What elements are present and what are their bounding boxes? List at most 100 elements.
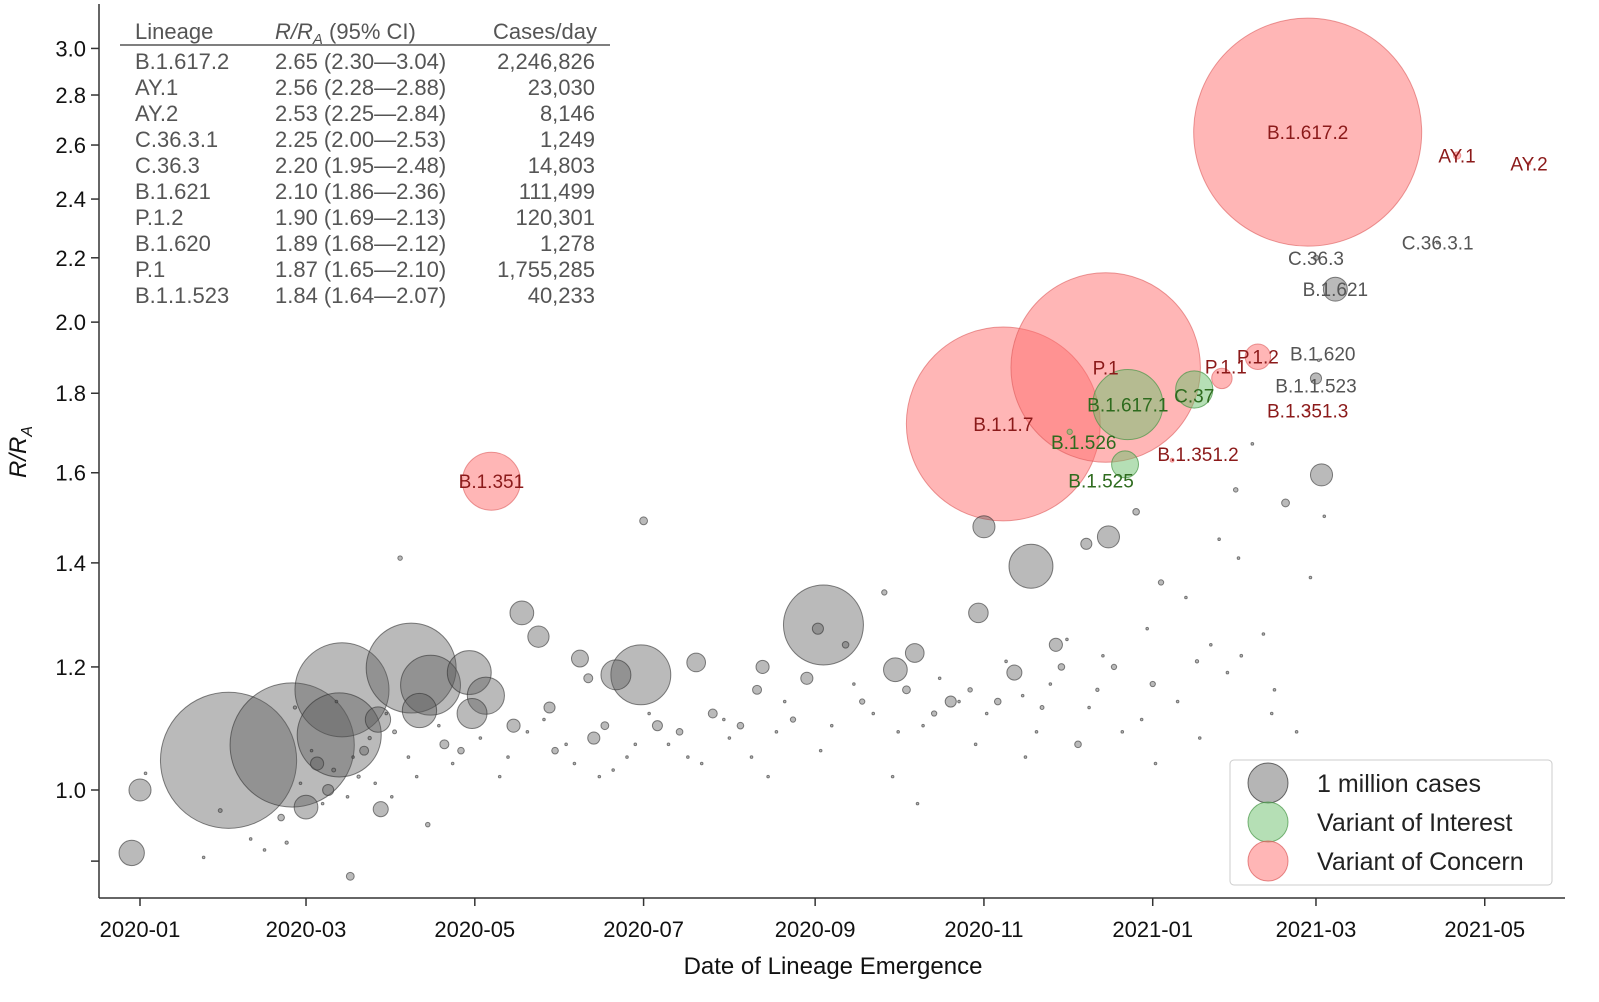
bubble-lineage	[159, 691, 298, 829]
bubble-lineage	[389, 794, 394, 799]
table-cell-r: 1.89 (1.68—2.12)	[275, 231, 446, 256]
bubble-lineage	[359, 745, 370, 756]
bubble-lineage	[755, 659, 770, 675]
bubble-lineage	[248, 837, 253, 841]
bubble-lineage	[229, 682, 355, 808]
bubble-lineage	[967, 687, 973, 693]
bubble-lineage	[883, 657, 908, 683]
table-cell-lineage: B.1.1.523	[135, 283, 229, 308]
bubble-b-1-617-1	[1092, 369, 1164, 441]
bubble-lineage	[686, 755, 690, 759]
table-cell-cases: 40,233	[528, 283, 595, 308]
bubble-lineage	[699, 761, 704, 766]
bubble-lineage	[384, 711, 389, 716]
bubble-lineage	[217, 808, 223, 814]
bubble-lineage	[143, 771, 148, 776]
bubble-lineage	[1322, 514, 1327, 519]
table-cell-cases: 2,246,826	[497, 49, 595, 74]
bubble-lineage	[871, 711, 876, 716]
y-tick-label: 1.2	[55, 655, 86, 680]
table-cell-r: 2.20 (1.95—2.48)	[275, 153, 446, 178]
point-label: B.1.351.2	[1157, 445, 1238, 466]
bubble-lineage	[572, 761, 577, 766]
table-header-r: R/RA (95% CI)	[275, 19, 416, 48]
bubble-p-1-1	[1211, 367, 1233, 390]
bubble-lineage	[364, 706, 392, 733]
legend-label-other: 1 million cases	[1317, 770, 1481, 798]
table-cell-lineage: AY.1	[135, 75, 178, 100]
bubble-lineage	[1034, 730, 1039, 734]
label-layer: B.1.1.7 P.1 B.1.617.2 B.1.351 B.1.617.1 C.37 B…	[459, 123, 1548, 493]
point-label: P.1.2	[1237, 348, 1279, 369]
table-cell-r: 1.84 (1.64—2.07)	[275, 283, 446, 308]
bubble-lineage	[1175, 699, 1180, 704]
bubble-lineage	[666, 742, 671, 747]
bubble-lineage	[1217, 537, 1221, 541]
bubble-lineage	[506, 718, 521, 733]
bubble-lineage	[497, 774, 502, 779]
y-ticks: 1.0 1.2 1.4 1.6 1.8 2.0 2.2 2.4 2.6 2.8 3.0	[55, 36, 99, 862]
y-tick-label: 2.2	[55, 246, 86, 271]
bubble-lineage	[527, 625, 550, 648]
bubble-layer	[118, 17, 1532, 881]
bubble-lineage	[437, 723, 441, 728]
bubble-lineage	[811, 622, 824, 635]
point-label: B.1.621	[1303, 280, 1369, 301]
y-tick-label: 1.8	[55, 381, 86, 406]
bubble-lineage	[392, 729, 398, 735]
table-cell-lineage: C.36.3	[135, 153, 200, 178]
point-label: C.37	[1174, 387, 1214, 408]
legend-label-voi: Variant of Interest	[1317, 809, 1513, 837]
bubble-lineage	[478, 736, 483, 740]
bubble-lineage	[401, 692, 438, 729]
bubble-lineage	[782, 584, 864, 666]
table-cell-lineage: B.1.621	[135, 179, 211, 204]
bubble-lineage	[707, 708, 718, 719]
table-cell-lineage: B.1.620	[135, 231, 211, 256]
bubble-lineage	[406, 755, 411, 759]
bubble-lineage	[1157, 579, 1165, 586]
bubble-lineage	[309, 748, 314, 753]
bubble-lineage	[1110, 663, 1118, 671]
table-cell-cases: 1,249	[540, 127, 595, 152]
bubble-lineage	[118, 839, 145, 867]
bubble-lineage	[1232, 487, 1239, 493]
bubble-lineage	[852, 682, 856, 686]
bubble-lineage	[647, 711, 651, 716]
table-cell-lineage: P.1	[135, 257, 165, 282]
bubble-lineage	[446, 650, 492, 696]
bubble-lineage	[1308, 575, 1313, 580]
bubble-lineage	[356, 774, 361, 779]
legend-marker-voi	[1247, 801, 1289, 843]
bubble-lineage	[457, 746, 465, 755]
bubble-lineage	[1184, 595, 1188, 600]
bubble-b-1-351	[461, 451, 521, 511]
table-header-r-rest: (95% CI)	[323, 19, 416, 44]
y-axis-label: R/RA	[5, 426, 36, 478]
bubble-lineage	[322, 783, 335, 797]
bubble-lineage	[600, 721, 610, 731]
bubble-lineage	[937, 676, 942, 681]
bubble-lineage	[262, 848, 267, 852]
bubble-lineage	[439, 739, 450, 750]
bubble-lineage	[293, 794, 319, 820]
point-label: P.1	[1093, 358, 1119, 379]
bubble-lineage	[1250, 442, 1255, 446]
legend: 1 million cases Variant of Interest Vari…	[1229, 759, 1553, 886]
bubble-lineage	[365, 622, 457, 714]
bubble-lineage	[551, 746, 559, 755]
bubble-lineage	[890, 774, 895, 779]
table-cell-cases: 111,499	[519, 179, 595, 204]
bubble-lineage	[675, 728, 684, 736]
bubble-lineage	[414, 774, 419, 779]
x-tick-label: 2020-09	[775, 917, 856, 942]
bubble-lineage	[829, 723, 834, 728]
y-tick-label: 2.0	[55, 310, 86, 335]
table-cell-cases: 120,301	[515, 205, 595, 230]
bubble-lineage	[600, 659, 632, 691]
bubble-b-1-526	[1066, 428, 1073, 435]
bubble-lineage	[686, 652, 707, 673]
table-cell-r: 2.53 (2.25—2.84)	[275, 101, 446, 126]
legend-box	[1229, 759, 1553, 886]
bubble-lineage	[1225, 670, 1230, 675]
